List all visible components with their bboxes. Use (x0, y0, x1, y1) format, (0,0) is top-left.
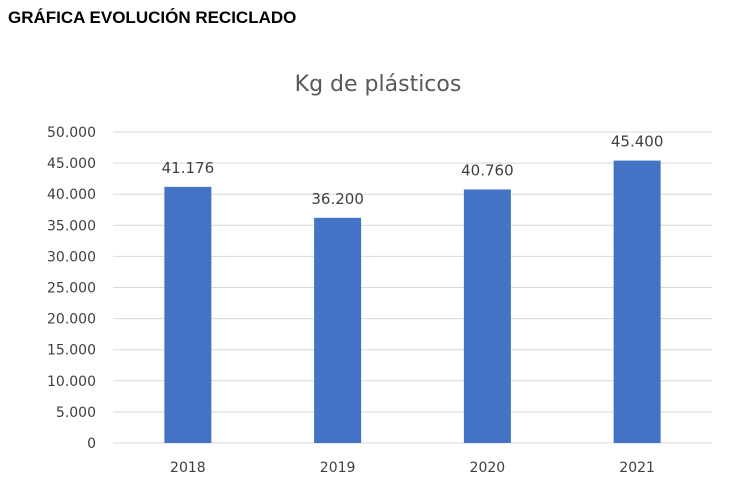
chart-title: Kg de plásticos (295, 72, 462, 97)
x-tick-label: 2020 (470, 460, 506, 476)
y-tick-label: 35.000 (47, 218, 96, 234)
data-label: 45.400 (611, 133, 664, 151)
y-tick-label: 50.000 (47, 125, 96, 141)
y-tick-label: 40.000 (47, 187, 96, 203)
bar (164, 186, 212, 443)
y-tick-label: 45.000 (47, 156, 96, 172)
data-label: 40.760 (461, 161, 514, 179)
x-tick-label: 2019 (320, 460, 356, 476)
gridlines (113, 131, 712, 444)
data-labels: 41.176 36.200 40.760 45.400 (162, 133, 664, 208)
document-heading: GRÁFICA EVOLUCIÓN RECICLADO (8, 8, 297, 27)
bar (314, 217, 362, 443)
y-tick-label: 30.000 (47, 249, 96, 265)
data-label: 36.200 (311, 190, 364, 208)
bar (613, 160, 661, 443)
y-axis-ticks: 0 5.000 10.000 15.000 20.000 25.000 30.000 35.0… (47, 125, 96, 452)
x-tick-label: 2021 (619, 460, 655, 476)
x-axis-ticks: 2018 2019 2020 2021 (170, 460, 655, 476)
x-tick-label: 2018 (170, 460, 206, 476)
y-tick-label: 10.000 (47, 374, 96, 390)
y-tick-label: 25.000 (47, 281, 96, 297)
y-tick-label: 20.000 (47, 312, 96, 328)
y-tick-label: 0 (87, 436, 96, 452)
y-tick-label: 5.000 (56, 405, 96, 421)
data-label: 41.176 (162, 159, 215, 177)
bars (164, 160, 661, 443)
y-tick-label: 15.000 (47, 343, 96, 359)
bar (463, 189, 511, 443)
